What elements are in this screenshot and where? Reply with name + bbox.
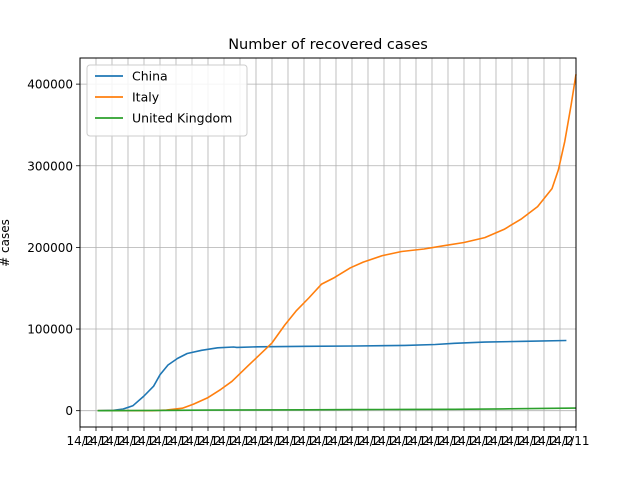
x-tick-label: 14/2	[531, 434, 558, 448]
chart-title: Number of recovered cases	[228, 37, 428, 53]
x-tick-label: 14/2	[419, 434, 446, 448]
series-line-united-kingdom	[97, 407, 577, 412]
x-tick-label: 14/2	[499, 434, 526, 448]
x-tick-label: 14/2	[435, 434, 462, 448]
x-tick-label: 14/2	[195, 434, 222, 448]
y-tick-label: 200000	[27, 241, 73, 255]
x-tick-label: 14/2	[547, 434, 574, 448]
x-tick-label: 14/2	[99, 434, 126, 448]
legend: China Italy United Kingdom	[86, 64, 248, 137]
x-tick-label: 14/2	[179, 434, 206, 448]
y-tick-label: 300000	[27, 159, 73, 173]
x-tick-label: 14/2	[483, 434, 510, 448]
x-tick-label: 14/2	[371, 434, 398, 448]
x-tick-label: 14/2	[467, 434, 494, 448]
legend-box	[86, 64, 248, 137]
y-axis-label: # cases	[0, 219, 12, 267]
x-tick-label: 14/2	[339, 434, 366, 448]
x-tick-label: 14/2	[227, 434, 254, 448]
x-tick-label: 14/2	[211, 434, 238, 448]
x-tick-label: 14/2	[115, 434, 142, 448]
axes: 14/214/214/214/214/214/214/214/214/214/2…	[27, 78, 589, 448]
y-tick-label: 400000	[27, 78, 73, 92]
x-tick-label: 14/2	[67, 434, 94, 448]
legend-label-italy: Italy	[132, 90, 160, 105]
series-line-italy	[97, 74, 577, 412]
plot-frame	[79, 57, 577, 428]
y-tick-label: 0	[65, 404, 73, 418]
series-line-china	[97, 339, 567, 412]
x-tick-label: 14/2	[355, 434, 382, 448]
x-tick-label: 1/11	[563, 434, 590, 448]
x-tick-label: 14/2	[131, 434, 158, 448]
x-tick-label: 14/2	[323, 434, 350, 448]
x-tick-label: 14/2	[451, 434, 478, 448]
legend-label-united-kingdom: United Kingdom	[132, 111, 232, 126]
x-tick-label: 14/2	[275, 434, 302, 448]
x-tick-label: 14/2	[243, 434, 270, 448]
x-tick-label: 14/2	[163, 434, 190, 448]
y-tick-label: 100000	[27, 323, 73, 337]
x-tick-label: 14/2	[291, 434, 318, 448]
x-tick-label: 14/2	[515, 434, 542, 448]
x-tick-label: 14/2	[259, 434, 286, 448]
legend-label-china: China	[132, 69, 168, 84]
x-tick-label: 14/2	[307, 434, 334, 448]
x-tick-label: 14/2	[387, 434, 414, 448]
x-tick-label: 14/2	[83, 434, 110, 448]
series-layer	[97, 74, 577, 412]
x-tick-label: 14/2	[147, 434, 174, 448]
x-tick-label: 14/2	[403, 434, 430, 448]
